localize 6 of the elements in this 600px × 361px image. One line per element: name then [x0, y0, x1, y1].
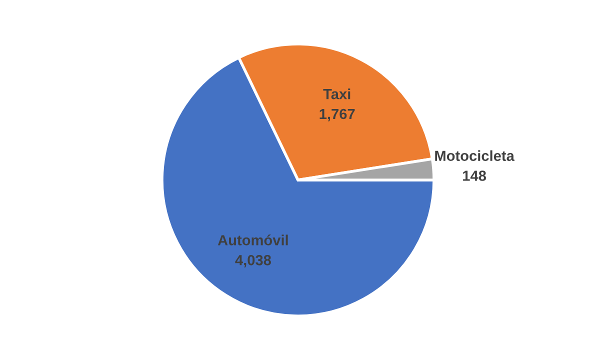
slice-label: Motocicleta — [435, 150, 514, 161]
data-label: 148 — [463, 170, 486, 181]
slice-label: Taxi — [323, 88, 350, 100]
data-label: 4,038 — [235, 254, 271, 268]
slice-label: Automóvil — [218, 234, 288, 246]
data-label: 1,767 — [320, 108, 355, 122]
